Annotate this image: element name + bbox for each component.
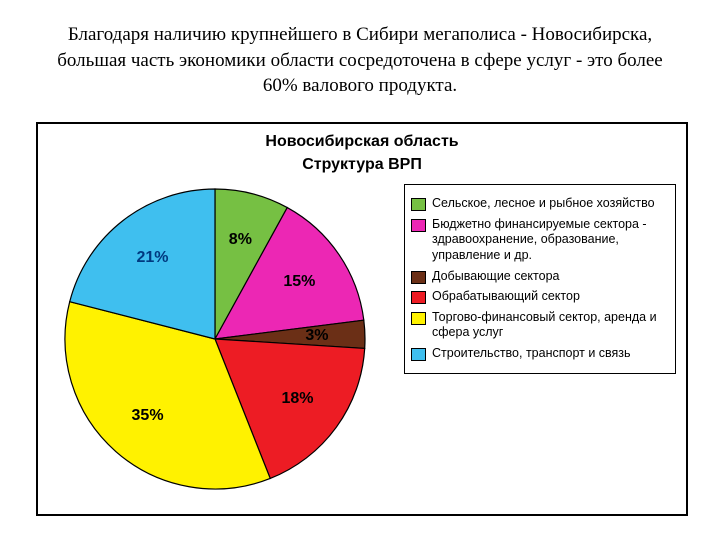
legend-swatch-trade <box>411 312 426 325</box>
legend-label-agri: Сельское, лесное и рыбное хозяйство <box>432 196 669 212</box>
legend-row-manuf: Обрабатывающий сектор <box>411 289 669 305</box>
slice-label-constr: 21% <box>136 249 168 267</box>
legend-row-mining: Добывающие сектора <box>411 269 669 285</box>
legend-row-trade: Торгово-финансовый сектор, аренда и сфер… <box>411 310 669 341</box>
caption-text: Благодаря наличию крупнейшего в Сибири м… <box>0 0 720 105</box>
chart-title-line1: Новосибирская область <box>38 130 686 153</box>
legend-label-manuf: Обрабатывающий сектор <box>432 289 669 305</box>
legend-row-agri: Сельское, лесное и рыбное хозяйство <box>411 196 669 212</box>
legend-label-mining: Добывающие сектора <box>432 269 669 285</box>
legend-label-constr: Строительство, транспорт и связь <box>432 346 669 362</box>
slice-label-agri: 8% <box>229 231 252 249</box>
legend-row-constr: Строительство, транспорт и связь <box>411 346 669 362</box>
chart-title-line2: Структура ВРП <box>38 153 686 176</box>
legend-swatch-constr <box>411 348 426 361</box>
legend: Сельское, лесное и рыбное хозяйство Бюдже… <box>404 184 676 374</box>
legend-row-budget: Бюджетно финансируемые сектора - здравоо… <box>411 217 669 264</box>
page: Благодаря наличию крупнейшего в Сибири м… <box>0 0 720 540</box>
legend-swatch-manuf <box>411 291 426 304</box>
slice-label-trade: 35% <box>132 407 164 425</box>
legend-swatch-agri <box>411 198 426 211</box>
chart-title: Новосибирская область Структура ВРП <box>38 124 686 176</box>
chart-container: Новосибирская область Структура ВРП 8% 15… <box>36 122 688 516</box>
slice-label-budget: 15% <box>283 273 315 291</box>
legend-swatch-mining <box>411 271 426 284</box>
slice-label-mining: 3% <box>305 327 328 345</box>
slice-label-manuf: 18% <box>282 390 314 408</box>
legend-label-trade: Торгово-финансовый сектор, аренда и сфер… <box>432 310 669 341</box>
legend-swatch-budget <box>411 219 426 232</box>
legend-label-budget: Бюджетно финансируемые сектора - здравоо… <box>432 217 669 264</box>
pie-chart: 8% 15% 3% 18% 35% 21% <box>60 184 370 494</box>
